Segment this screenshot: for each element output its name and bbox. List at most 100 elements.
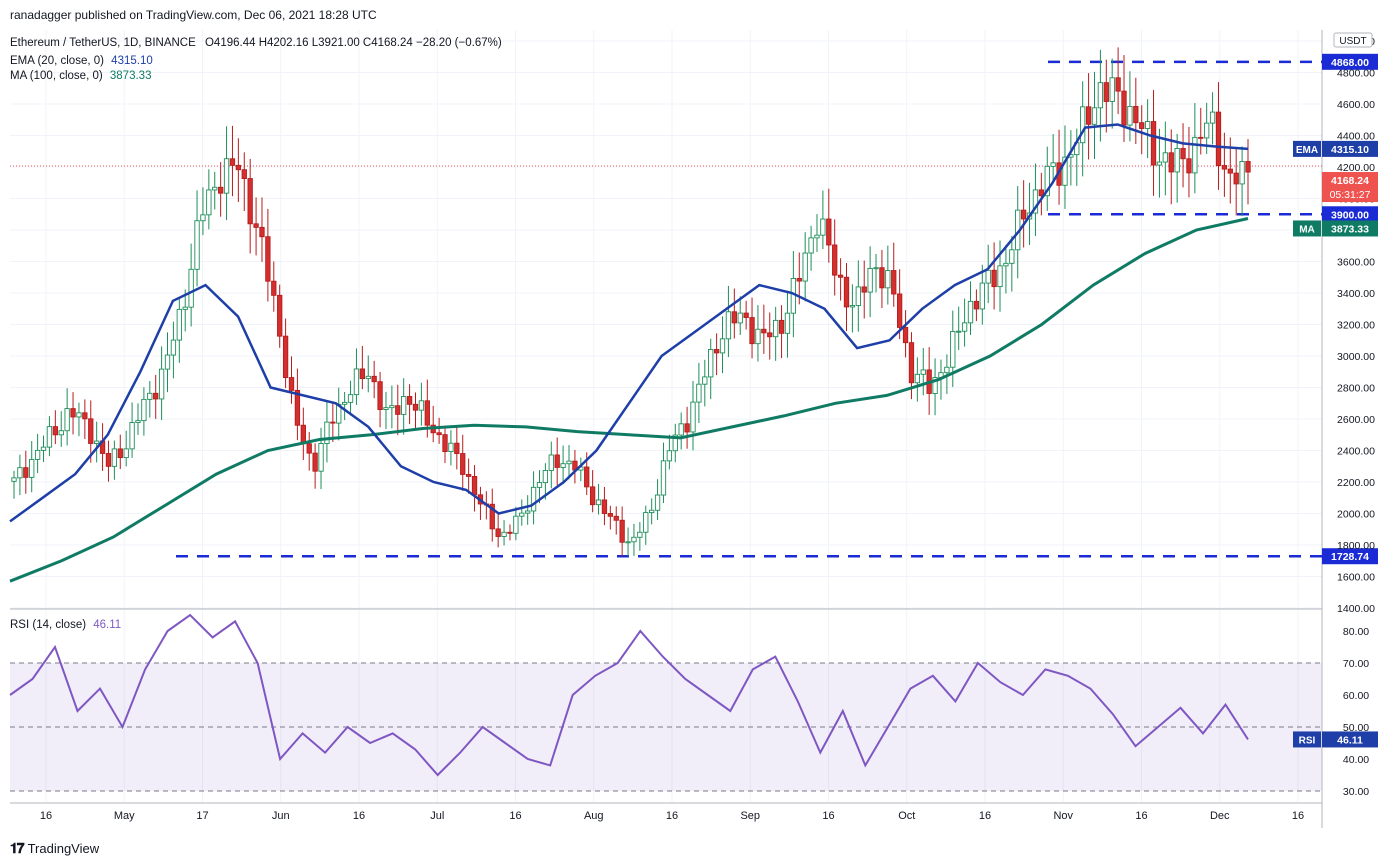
candle-body[interactable] — [353, 368, 360, 396]
candle-body[interactable] — [832, 244, 838, 276]
candle-body[interactable] — [1139, 122, 1145, 129]
candle-body[interactable] — [212, 186, 218, 191]
candle-body[interactable] — [908, 342, 915, 384]
candle-body[interactable] — [11, 477, 17, 482]
candle-body[interactable] — [979, 282, 985, 310]
rsi-pane[interactable] — [10, 612, 1322, 802]
candle-body[interactable] — [1192, 136, 1198, 174]
candle-body[interactable] — [1020, 209, 1027, 220]
candle-body[interactable] — [778, 319, 785, 334]
candle-body[interactable] — [341, 401, 348, 405]
candle-body[interactable] — [235, 164, 242, 171]
candle-body[interactable] — [1050, 162, 1056, 167]
candle-body[interactable] — [507, 531, 513, 534]
candle-body[interactable] — [613, 515, 619, 521]
candle-body[interactable] — [465, 473, 472, 477]
candle-body[interactable] — [761, 328, 767, 334]
candle-body[interactable] — [713, 349, 720, 354]
candle-body[interactable] — [1003, 262, 1009, 267]
candle-body[interactable] — [891, 270, 897, 295]
time-axis[interactable]: 16 May 17 Jun 16 Jul 16 Aug 16 Sep 16 Oct 16 Nov 16 Dec… — [40, 810, 1304, 822]
candle-body[interactable] — [1198, 136, 1204, 139]
candle-body[interactable] — [743, 312, 749, 318]
candle-body[interactable] — [1103, 82, 1109, 102]
candle-body[interactable] — [448, 442, 454, 452]
ma-legend[interactable]: MA (100, close, 0) 3873.33 — [10, 70, 151, 82]
candle-body[interactable] — [560, 463, 566, 468]
candle-body[interactable] — [70, 408, 76, 418]
candle-body[interactable] — [767, 332, 773, 338]
candle-body[interactable] — [1115, 77, 1121, 92]
candle-body[interactable] — [678, 423, 684, 436]
candle-body[interactable] — [985, 269, 991, 284]
candle-body[interactable] — [218, 186, 224, 194]
candle-body[interactable] — [944, 366, 950, 374]
candle-body[interactable] — [330, 421, 336, 424]
rsi-line[interactable] — [9, 613, 1249, 777]
candle-body[interactable] — [176, 308, 182, 341]
candle-body[interactable] — [725, 311, 732, 340]
candle-body[interactable] — [52, 426, 58, 436]
candle-body[interactable] — [896, 293, 903, 328]
candle-body[interactable] — [601, 499, 608, 514]
candle-body[interactable] — [170, 339, 177, 356]
candle-body[interactable] — [389, 405, 395, 409]
candle-body[interactable] — [23, 467, 29, 478]
candle-body[interactable] — [1186, 158, 1192, 174]
candle-body[interactable] — [967, 300, 974, 324]
candle-body[interactable] — [454, 442, 460, 454]
candle-body[interactable] — [607, 513, 613, 517]
candle-body[interactable] — [1097, 82, 1104, 109]
candle-body[interactable] — [324, 421, 330, 444]
candle-body[interactable] — [123, 448, 129, 459]
candle-body[interactable] — [29, 458, 35, 478]
candle-body[interactable] — [867, 268, 873, 293]
candle-body[interactable] — [920, 369, 926, 375]
candle-body[interactable] — [412, 403, 419, 411]
candle-body[interactable] — [442, 434, 448, 452]
candle-body[interactable] — [826, 218, 832, 246]
candle-body[interactable] — [94, 440, 100, 444]
candle-body[interactable] — [595, 499, 602, 506]
candle-body[interactable] — [932, 377, 938, 394]
ma100-line[interactable] — [9, 217, 1249, 583]
candle-body[interactable] — [548, 454, 554, 471]
candle-body[interactable] — [525, 510, 531, 514]
candle-body[interactable] — [34, 449, 41, 460]
candle-body[interactable] — [418, 400, 425, 411]
candle-body[interactable] — [424, 400, 430, 426]
candle-body[interactable] — [1127, 105, 1133, 126]
candle-body[interactable] — [1091, 107, 1098, 125]
candle-body[interactable] — [1204, 122, 1210, 139]
candle-body[interactable] — [223, 158, 230, 194]
candle-body[interactable] — [861, 286, 867, 293]
candle-body[interactable] — [1174, 148, 1180, 173]
candle-body[interactable] — [708, 349, 714, 378]
candle-body[interactable] — [542, 469, 549, 484]
candle-body[interactable] — [164, 354, 171, 370]
candle-body[interactable] — [1156, 161, 1163, 166]
candle-body[interactable] — [288, 377, 295, 391]
candle-body[interactable] — [808, 237, 814, 254]
candle-body[interactable] — [365, 375, 371, 380]
candle-body[interactable] — [814, 234, 820, 239]
candles[interactable] — [11, 47, 1251, 557]
candle-body[interactable] — [277, 294, 283, 337]
candle-body[interactable] — [158, 368, 165, 400]
candle-body[interactable] — [200, 214, 206, 222]
candle-body[interactable] — [1109, 77, 1115, 102]
candle-body[interactable] — [82, 412, 88, 420]
candle-body[interactable] — [253, 223, 259, 228]
candle-body[interactable] — [1150, 121, 1157, 166]
candle-body[interactable] — [849, 305, 856, 308]
candle-body[interactable] — [1044, 165, 1050, 197]
candle-body[interactable] — [1209, 111, 1216, 124]
candle-body[interactable] — [300, 424, 306, 445]
candle-body[interactable] — [802, 252, 808, 282]
candle-body[interactable] — [519, 512, 525, 517]
candle-body[interactable] — [241, 169, 247, 179]
candle-body[interactable] — [530, 486, 537, 512]
candle-body[interactable] — [294, 389, 301, 426]
candle-body[interactable] — [1121, 90, 1127, 126]
candle-body[interactable] — [182, 306, 188, 310]
